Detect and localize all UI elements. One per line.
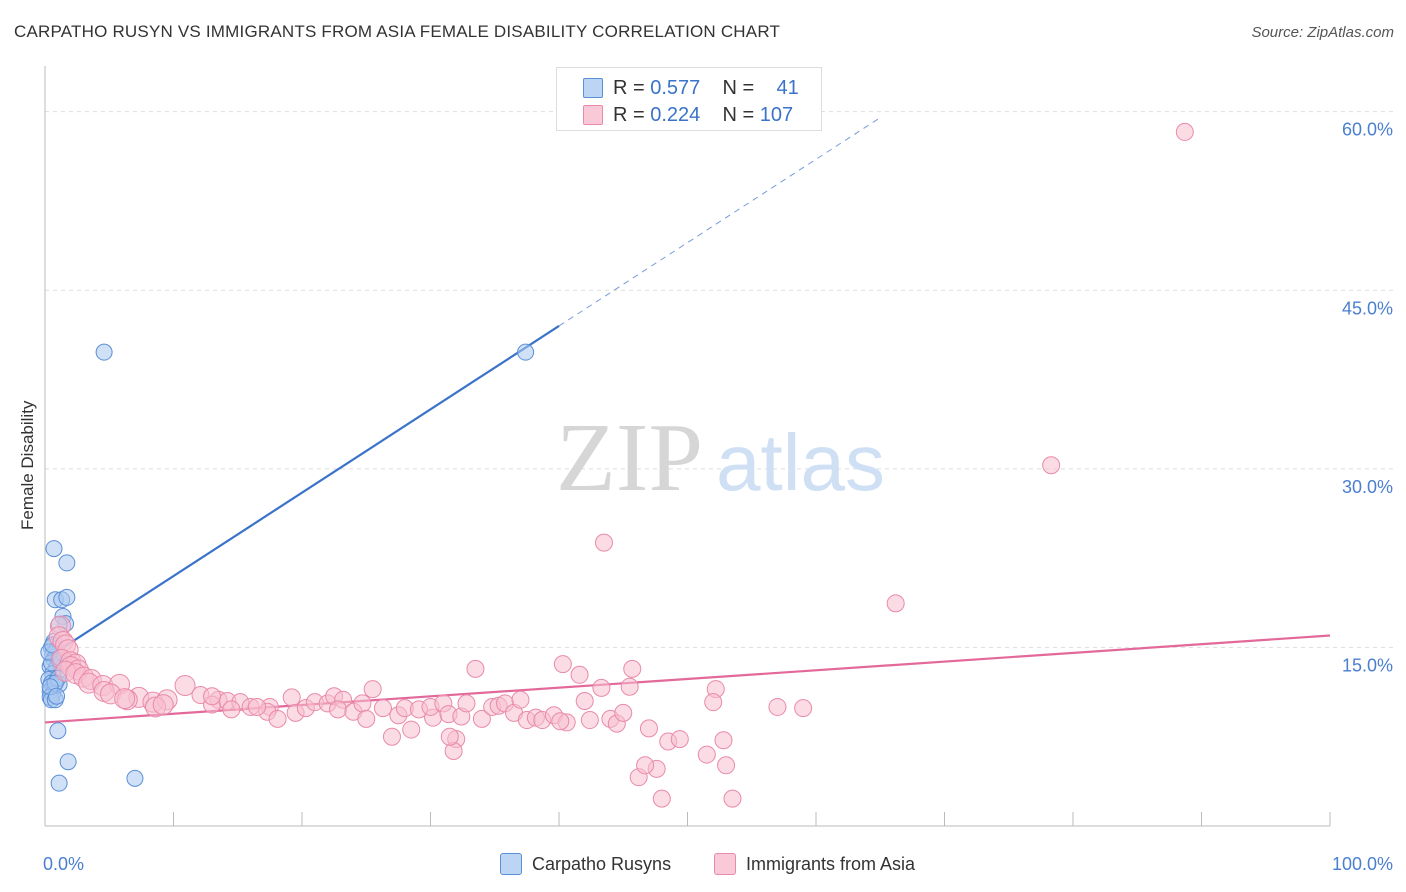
asia-immigrant-point	[1042, 456, 1061, 475]
asia-immigrant-point	[457, 694, 476, 713]
asia-immigrant-point	[440, 727, 459, 746]
legend-r-label: R =	[613, 103, 645, 126]
asia-immigrant-point	[592, 678, 611, 697]
asia-immigrant-point	[697, 745, 716, 764]
asia-immigrant-point	[152, 694, 174, 716]
carpatho-rusyn-point	[58, 554, 76, 572]
y-axis-label: Female Disability	[18, 400, 37, 530]
asia-immigrant-point	[636, 756, 655, 775]
asia-immigrant-point	[551, 712, 570, 731]
x-tick-label: 100.0%	[1332, 854, 1393, 874]
legend-swatch-pink	[714, 853, 736, 875]
asia-immigrant-point	[511, 690, 530, 709]
carpatho-rusyn-point	[95, 343, 113, 361]
grid-lines	[45, 111, 1395, 648]
asia-immigrant-point	[704, 693, 723, 712]
asia-immigrant-point	[114, 688, 136, 710]
watermark-zip: ZIP	[556, 404, 703, 512]
asia-immigrant-point	[714, 731, 733, 750]
legend-swatch-blue	[583, 78, 603, 98]
carpatho-rusyn-trend-line	[44, 325, 560, 661]
asia-immigrant-point	[553, 655, 572, 674]
carpatho-rusyn-point	[58, 588, 76, 606]
asia-immigrant-point	[614, 703, 633, 722]
asia-immigrant-point	[472, 709, 491, 728]
asia-immigrant-point	[466, 659, 485, 678]
asia-immigrant-point	[580, 711, 599, 730]
asia-immigrant-point	[639, 719, 658, 738]
asia-immigrant-point	[353, 694, 372, 713]
legend-n-label: N =	[722, 76, 755, 99]
carpatho-rusyn-point	[48, 687, 66, 705]
legend-r-label: R =	[613, 76, 645, 99]
asia-immigrant-point	[794, 699, 813, 718]
asia-immigrant-point	[886, 594, 905, 613]
carpatho-rusyn-point	[59, 753, 77, 771]
asia-immigrant-point	[652, 789, 671, 808]
y-tick-label: 60.0%	[1342, 120, 1393, 140]
asia-immigrant-point	[620, 677, 639, 696]
carpatho-rusyn-point	[517, 343, 535, 361]
asia-immigrant-point	[203, 687, 222, 706]
chart-title: CARPATHO RUSYN VS IMMIGRANTS FROM ASIA F…	[14, 22, 781, 41]
legend-r-value: 0.577	[650, 76, 701, 99]
asia-immigrant-point	[363, 680, 382, 699]
asia-immigrant-point	[357, 709, 376, 728]
asia-immigrant-point	[594, 533, 613, 552]
asia-immigrant-point	[222, 700, 241, 719]
carpatho-rusyn-point	[45, 540, 63, 558]
legend-swatch-blue	[500, 853, 522, 875]
legend-n-value: 107	[759, 103, 794, 126]
asia-immigrant-point	[570, 665, 589, 684]
tick-labels: 15.0% 30.0% 45.0% 60.0% 0.0% 100.0%	[43, 120, 1393, 874]
carpatho-rusyn-point	[50, 774, 68, 792]
carpatho-rusyn-point	[126, 769, 144, 787]
x-tick-label: 0.0%	[43, 854, 84, 874]
asia-immigrant-point	[723, 789, 742, 808]
asia-immigrant-point	[575, 691, 594, 710]
asia-immigrant-point	[248, 697, 267, 716]
stats-legend: R = 0.577 N = 41 R = 0.224 N = 107	[556, 67, 822, 131]
legend-label: Immigrants from Asia	[746, 854, 916, 874]
asia-immigrant-point	[402, 720, 421, 739]
asia-immigrant-point	[328, 700, 347, 719]
asia-immigrant-point	[1175, 122, 1194, 141]
legend-n-label: N =	[722, 103, 755, 126]
asia-immigrant-point	[670, 730, 689, 749]
y-tick-label: 30.0%	[1342, 477, 1393, 497]
y-tick-label: 45.0%	[1342, 298, 1393, 318]
watermark-atlas: atlas	[716, 418, 885, 507]
carpatho-rusyn-point	[49, 722, 67, 740]
asia-immigrant-point	[174, 675, 196, 697]
legend-r-value: 0.224	[650, 103, 701, 126]
legend-n-value: 41	[776, 76, 799, 99]
source-credit: Source: ZipAtlas.com	[1251, 24, 1394, 41]
asia-immigrant-point	[373, 699, 392, 718]
asia-immigrant-point	[282, 688, 301, 707]
y-tick-label: 15.0%	[1342, 655, 1393, 675]
legend-swatch-pink	[583, 105, 603, 125]
carpatho-rusyn-trend-extension	[558, 117, 881, 327]
asia-immigrant-point	[382, 727, 401, 746]
data-points	[40, 122, 1194, 808]
legend-label: Carpatho Rusyns	[532, 854, 672, 874]
asia-immigrant-point	[717, 756, 736, 775]
asia-immigrant-point	[623, 659, 642, 678]
asia-immigrant-point	[768, 697, 787, 716]
asia-immigrant-point	[268, 709, 287, 728]
